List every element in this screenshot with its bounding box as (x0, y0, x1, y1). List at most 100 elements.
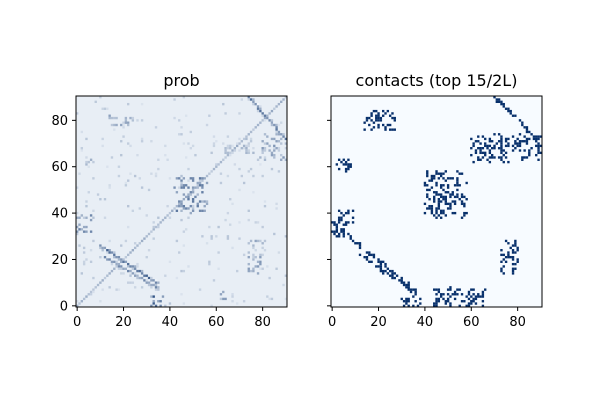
heatmap-cell (532, 135, 536, 138)
y-tick-label: 80 (51, 114, 68, 129)
heatmap-background (331, 96, 542, 307)
heatmap-cell (402, 283, 406, 287)
heatmap-cell (446, 202, 450, 206)
x-tick-label: 0 (73, 315, 81, 330)
heatmap-cell (208, 114, 211, 117)
heatmap-cell (484, 288, 487, 291)
heatmap-cell (226, 235, 230, 238)
heatmap-cell (442, 184, 445, 187)
heatmap-cell (268, 112, 271, 115)
heatmap-cell (486, 158, 489, 161)
heatmap-cell (467, 304, 471, 308)
heatmap-cell (101, 249, 104, 252)
heatmap-cell (342, 158, 345, 161)
heatmap-cell (344, 167, 348, 171)
heatmap-cell (212, 135, 216, 138)
heatmap-cell (222, 142, 225, 145)
heatmap-cell (414, 290, 417, 294)
heatmap-cell (358, 242, 362, 245)
heatmap-cell (337, 232, 341, 236)
heatmap-cell (382, 269, 385, 273)
heatmap-cell (442, 188, 445, 192)
heatmap-cell (242, 300, 246, 303)
heatmap-cell (252, 100, 255, 104)
heatmap-cell (377, 265, 380, 268)
heatmap-cell (340, 230, 343, 233)
heatmap-cell (101, 246, 104, 250)
x-tick-label: 60 (208, 315, 225, 330)
heatmap-cell (537, 137, 540, 141)
heatmap-cell (120, 258, 123, 261)
heatmap-cell (439, 293, 443, 296)
heatmap-cell (282, 98, 285, 101)
heatmap-cell (164, 153, 167, 157)
heatmap-cell (458, 198, 461, 201)
heatmap-cell (456, 293, 459, 296)
heatmap-cell (528, 137, 531, 141)
heatmap-cell (539, 135, 543, 138)
heatmap-cell (437, 300, 441, 303)
heatmap-cell (275, 140, 278, 143)
heatmap-cell (277, 147, 281, 150)
heatmap-cell (465, 304, 468, 308)
heatmap-cell (252, 253, 255, 257)
heatmap-cell (113, 251, 116, 254)
heatmap-cell (101, 107, 104, 110)
heatmap-cell (99, 198, 102, 201)
heatmap-cell (252, 98, 255, 101)
heatmap-cell (377, 116, 380, 120)
heatmap-cell (266, 295, 269, 298)
y-tick-label: 20 (51, 253, 68, 268)
heatmap-cell (231, 295, 234, 298)
heatmap-cell (259, 255, 262, 259)
heatmap-cell (435, 211, 438, 215)
heatmap-cell (154, 225, 158, 229)
heatmap-cell (342, 214, 345, 217)
heatmap-cell (166, 214, 169, 217)
heatmap-cell (409, 290, 413, 294)
heatmap-cell (127, 123, 130, 127)
heatmap-cell (166, 158, 169, 161)
heatmap-cell (379, 119, 383, 122)
heatmap-cell (460, 202, 464, 206)
heatmap-cell (82, 297, 86, 301)
heatmap-cell (525, 140, 529, 143)
heatmap-cell (127, 253, 130, 257)
heatmap-cell (504, 144, 508, 148)
heatmap-cell (275, 202, 278, 206)
heatmap-cell (154, 172, 158, 175)
heatmap-cell (430, 186, 434, 189)
heatmap-cell (113, 116, 116, 120)
heatmap-cell (435, 216, 438, 219)
heatmap-cell (198, 200, 202, 203)
heatmap-cell (442, 293, 445, 296)
heatmap-cell (259, 107, 262, 110)
heatmap-cell (273, 156, 276, 159)
heatmap-cell (187, 198, 190, 201)
heatmap-cell (129, 144, 132, 148)
heatmap-cell (147, 276, 151, 280)
heatmap-cell (106, 274, 109, 277)
heatmap-cell (76, 232, 79, 236)
heatmap-cell (456, 179, 459, 182)
heatmap-cell (537, 149, 540, 152)
heatmap-cell (115, 123, 118, 127)
heatmap-cell (423, 202, 427, 206)
heatmap-cell (481, 304, 485, 308)
heatmap-cell (196, 184, 199, 187)
heatmap-cell (106, 246, 109, 250)
heatmap-cell (365, 119, 369, 122)
heatmap-cell (377, 258, 380, 261)
heatmap-cell (477, 293, 480, 296)
heatmap-cell (76, 300, 79, 303)
heatmap-cell (168, 216, 172, 219)
heatmap-cell (240, 98, 243, 101)
heatmap-cell (331, 221, 334, 224)
heatmap-cell (407, 304, 410, 308)
heatmap-cell (444, 179, 447, 182)
heatmap-cell (488, 137, 492, 141)
heatmap-cell (231, 144, 234, 148)
heatmap-cell (238, 237, 241, 240)
heatmap-cell (89, 214, 93, 217)
heatmap-cell (175, 239, 179, 243)
